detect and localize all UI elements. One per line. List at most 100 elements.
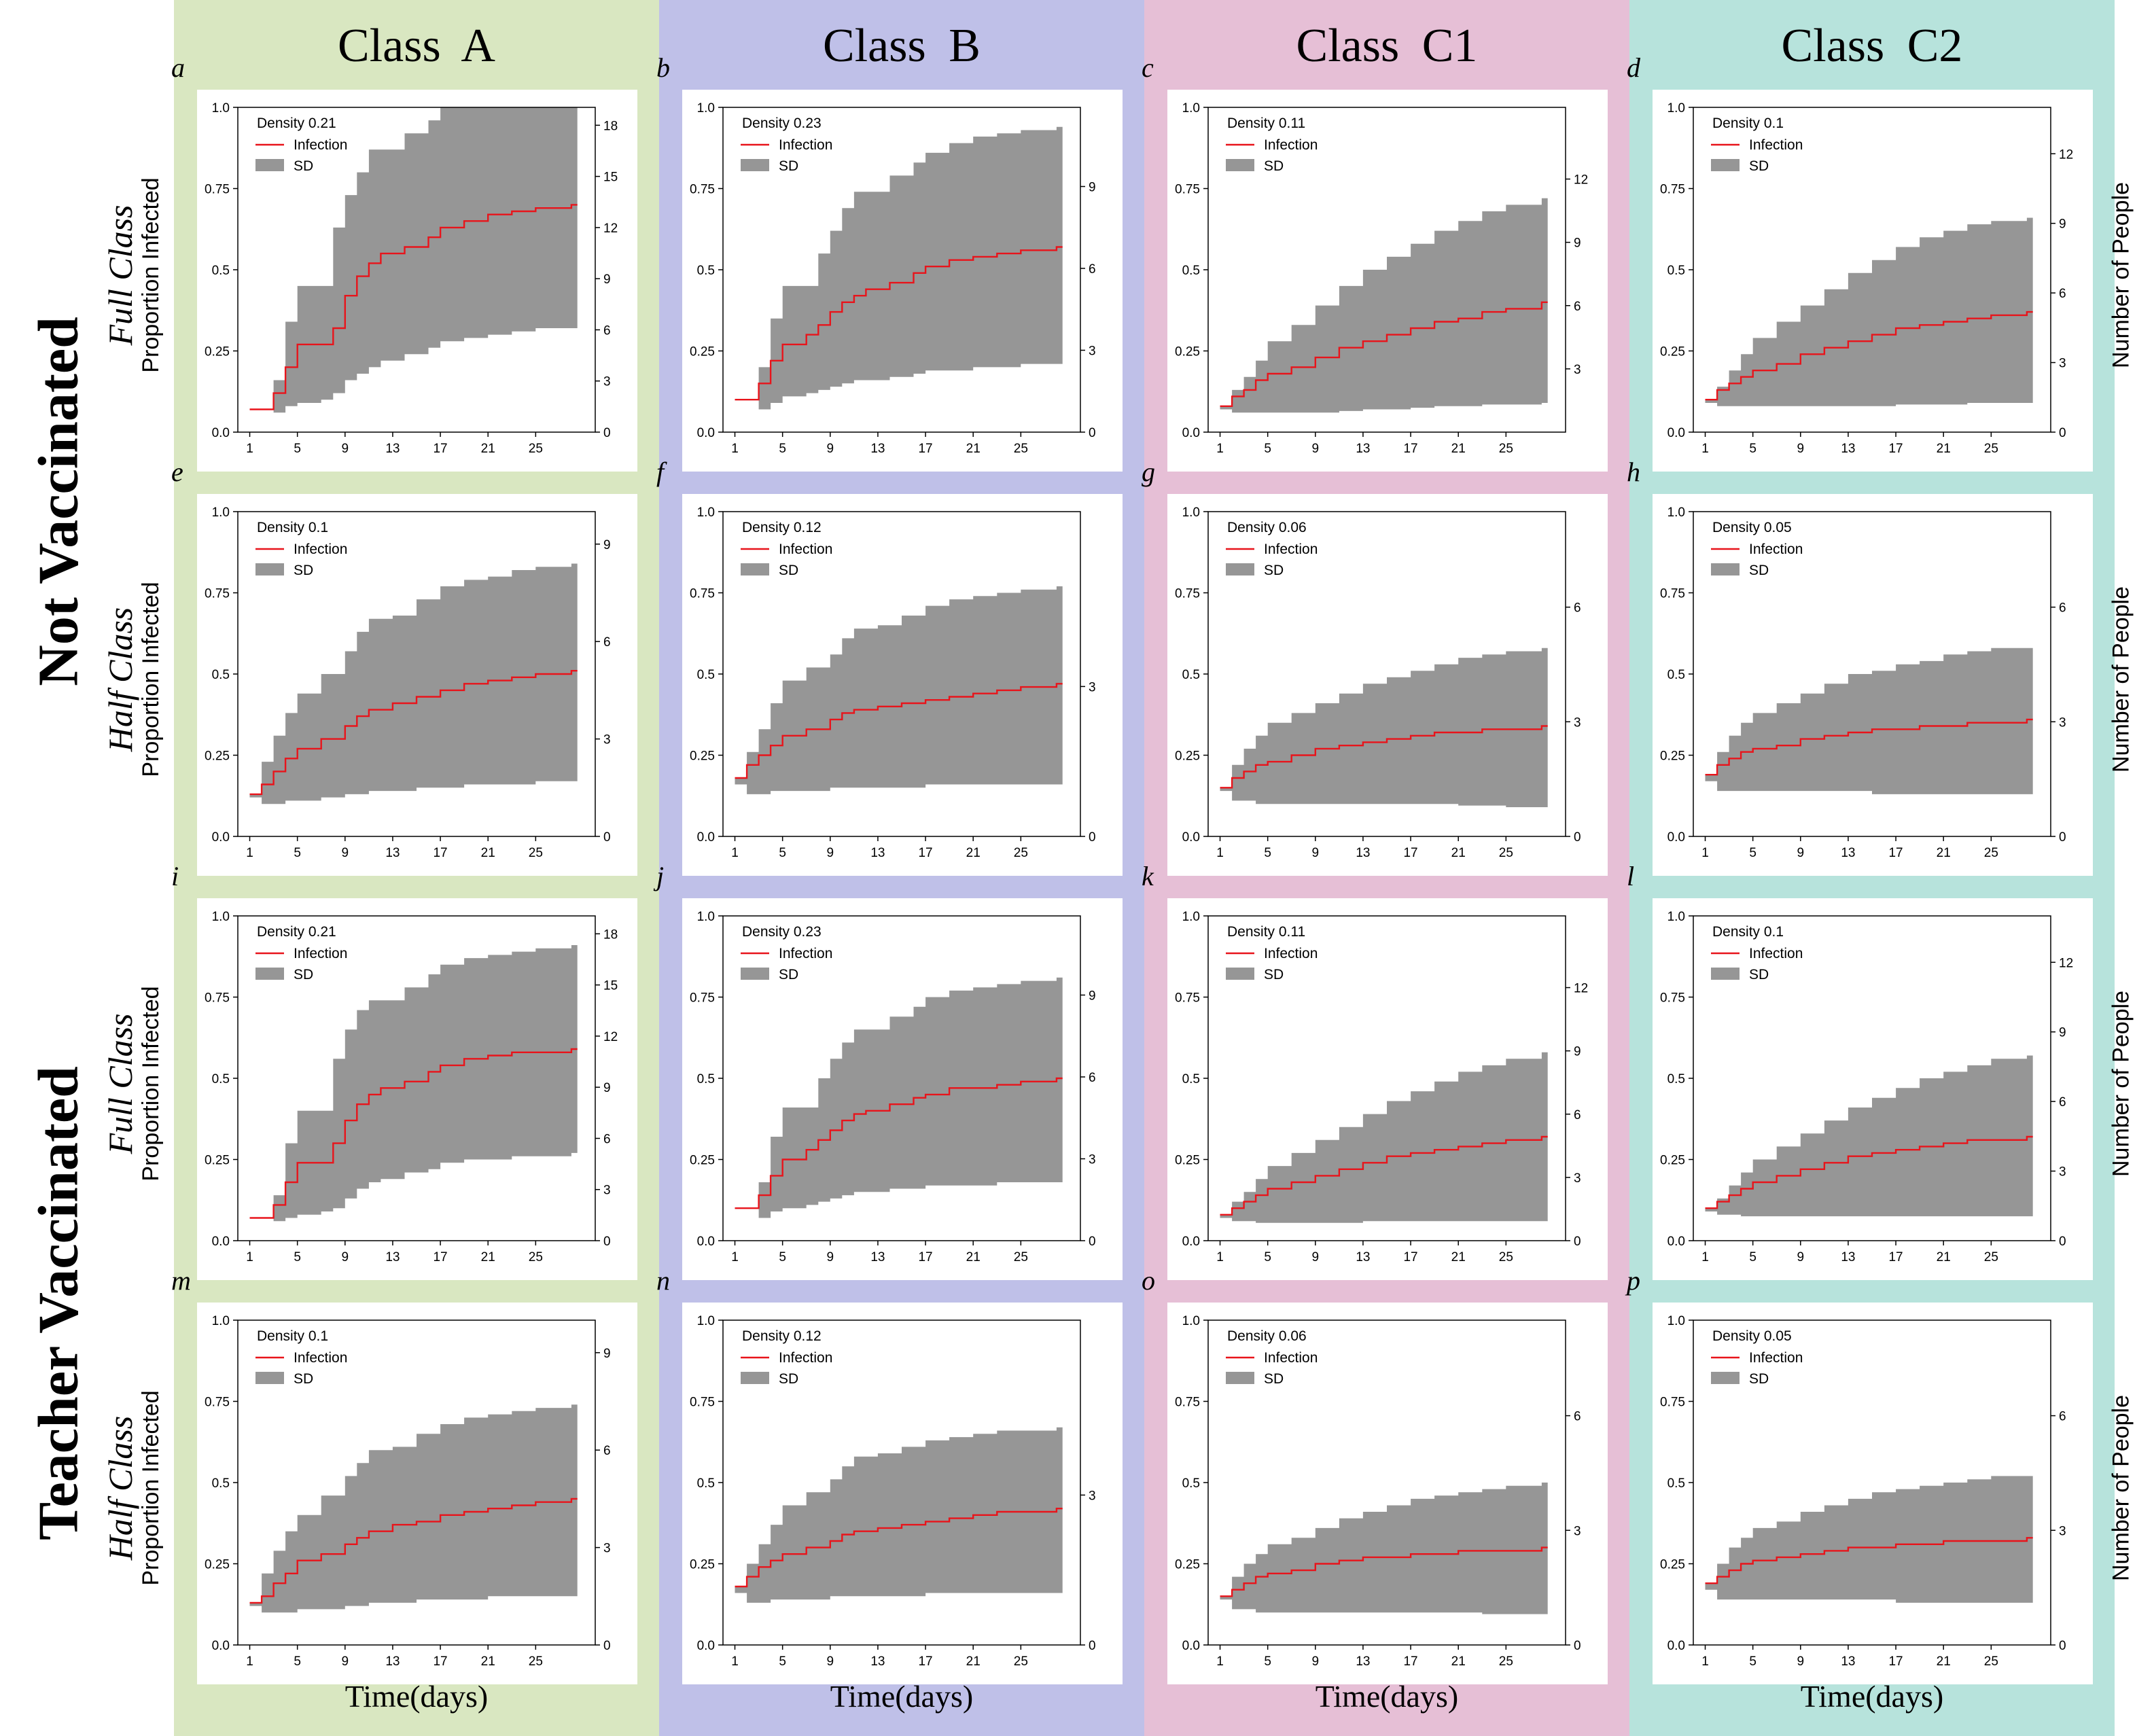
panel-letter-g: g	[1142, 457, 1155, 487]
x-tick-label: 17	[433, 846, 447, 860]
chart-o: 1 5 9 13 17 21 25 0.0 0.25 0.5 0.75 1.0 0 3 6 Density 0…	[1175, 1314, 1581, 1669]
x-tick-label: 5	[294, 442, 301, 456]
y-tick-label: 0.5	[212, 1072, 230, 1086]
infection-line	[1705, 1537, 2033, 1584]
x-tick-label: 13	[1356, 1654, 1370, 1669]
x-tick-label: 1	[246, 442, 253, 456]
infection-line	[1705, 718, 2033, 776]
legend-density: Density 0.06	[1227, 520, 1307, 535]
legend-infection: Infection	[779, 1350, 832, 1366]
chart-g: 1 5 9 13 17 21 25 0.0 0.25 0.5 0.75 1.0 0 3 6 Density 0…	[1175, 506, 1581, 860]
y-tick-label: 0.5	[697, 668, 715, 682]
panel-l: 1 5 9 13 17 21 25 0.0 0.25 0.5 0.75 1.0 0 3 6 9 12 Densit…	[1653, 898, 2093, 1280]
x-tick-label: 5	[779, 1250, 786, 1264]
x-tick-label: 17	[1403, 442, 1417, 456]
right-tick-label: 12	[2059, 956, 2073, 970]
x-tick-label: 21	[966, 1654, 981, 1669]
right-tick-label: 15	[603, 979, 618, 993]
x-tick-label: 9	[1797, 442, 1805, 456]
right-tick-label: 12	[603, 222, 618, 236]
y-tick-label: 0.5	[212, 1476, 230, 1491]
x-tick-label: 13	[870, 1654, 885, 1669]
x-tick-label: 21	[1937, 1250, 1951, 1264]
left-axis-label: Proportion Infected	[138, 582, 164, 777]
x-tick-label: 25	[529, 1250, 543, 1264]
right-tick-label: 0	[1574, 1235, 1581, 1249]
panel-j: 1 5 9 13 17 21 25 0.0 0.25 0.5 0.75 1.0 0 3 6 9 Density …	[682, 898, 1123, 1280]
y-tick-label: 0.25	[1175, 749, 1200, 764]
y-tick-label: 0.25	[690, 749, 715, 764]
right-tick-label: 0	[1574, 830, 1581, 845]
right-tick-label: 3	[1574, 363, 1581, 377]
legend-density: Density 0.1	[257, 1328, 328, 1344]
legend-infection: Infection	[1264, 1350, 1318, 1366]
y-tick-label: 0.5	[1182, 1072, 1200, 1086]
right-tick-label: 12	[1574, 173, 1588, 188]
infection-line	[735, 246, 1063, 401]
y-tick-label: 0.5	[1182, 264, 1200, 278]
right-axis-label-2: Number of People	[2108, 586, 2134, 773]
panel-o: 1 5 9 13 17 21 25 0.0 0.25 0.5 0.75 1.0 0 3 6 Density 0…	[1167, 1303, 1608, 1684]
panel-a: 1 5 9 13 17 21 25 0.0 0.25 0.5 0.75 1.0 0 3 6 9 12 15 18 De…	[197, 90, 637, 472]
column-title-class-b: Class B	[823, 20, 981, 72]
x-tick-label: 5	[779, 1654, 786, 1669]
y-tick-label: 0.5	[212, 264, 230, 278]
row-size-label: Half Class	[101, 607, 139, 752]
right-tick-label: 12	[2059, 147, 2073, 162]
x-tick-label: 25	[529, 1654, 543, 1669]
right-tick-label: 15	[603, 171, 618, 185]
legend-density: Density 0.06	[1227, 1328, 1307, 1344]
y-tick-label: 0.0	[1182, 830, 1200, 845]
right-tick-label: 6	[2059, 601, 2066, 616]
x-tick-label: 17	[1403, 1654, 1417, 1669]
x-tick-label: 13	[1841, 442, 1855, 456]
y-tick-label: 0.25	[690, 345, 715, 359]
right-tick-label: 12	[603, 1030, 618, 1044]
x-tick-label: 9	[342, 442, 349, 456]
infection-line	[1705, 1135, 2033, 1209]
legend-infection: Infection	[294, 137, 347, 153]
y-tick-label: 0.75	[690, 183, 715, 197]
x-tick-label: 13	[385, 442, 400, 456]
right-tick-label: 6	[1574, 601, 1581, 616]
sd-band	[1220, 198, 1548, 413]
right-axis-label-1: Number of People	[2108, 181, 2134, 369]
x-axis-label-class-a: Time(days)	[345, 1679, 489, 1714]
legend-sd: SD	[1264, 158, 1284, 174]
right-tick-label: 6	[603, 635, 611, 650]
right-tick-label: 0	[603, 426, 611, 440]
right-tick-label: 3	[603, 733, 611, 747]
right-tick-label: 0	[1089, 830, 1096, 845]
column-title-class-c1: Class C1	[1296, 20, 1478, 72]
x-axis-label-class-c1: Time(days)	[1315, 1679, 1459, 1714]
x-tick-label: 9	[1312, 846, 1320, 860]
y-tick-label: 1.0	[212, 910, 230, 924]
y-tick-label: 1.0	[697, 506, 715, 520]
infection-line	[735, 1077, 1063, 1209]
right-tick-label: 3	[2059, 1524, 2066, 1538]
infection-line	[249, 204, 578, 410]
chart-n: 1 5 9 13 17 21 25 0.0 0.25 0.5 0.75 1.0 0 3 Density 0.…	[690, 1314, 1096, 1669]
chart-k: 1 5 9 13 17 21 25 0.0 0.25 0.5 0.75 1.0 0 3 6 9 12 Densit…	[1175, 910, 1588, 1264]
x-tick-label: 9	[1312, 442, 1320, 456]
legend-infection: Infection	[779, 542, 832, 557]
x-tick-label: 17	[1888, 846, 1903, 860]
x-tick-label: 17	[433, 1250, 447, 1264]
x-tick-label: 1	[1216, 846, 1224, 860]
y-tick-label: 1.0	[1182, 1314, 1200, 1328]
legend-sd: SD	[294, 563, 313, 578]
right-tick-label: 9	[1089, 180, 1096, 194]
infection-line	[1220, 301, 1548, 407]
y-tick-label: 0.5	[1182, 668, 1200, 682]
legend-sd: SD	[779, 967, 798, 982]
x-tick-label: 9	[1312, 1250, 1320, 1264]
x-tick-label: 1	[246, 1654, 253, 1669]
legend-sd: SD	[779, 1371, 798, 1387]
x-tick-label: 9	[342, 846, 349, 860]
x-tick-label: 13	[1841, 846, 1855, 860]
right-tick-label: 12	[1574, 982, 1588, 996]
right-tick-label: 3	[1574, 715, 1581, 730]
panel-b: 1 5 9 13 17 21 25 0.0 0.25 0.5 0.75 1.0 0 3 6 9 Density …	[682, 90, 1123, 472]
right-tick-label: 6	[603, 1132, 611, 1146]
y-tick-label: 1.0	[1667, 101, 1685, 116]
